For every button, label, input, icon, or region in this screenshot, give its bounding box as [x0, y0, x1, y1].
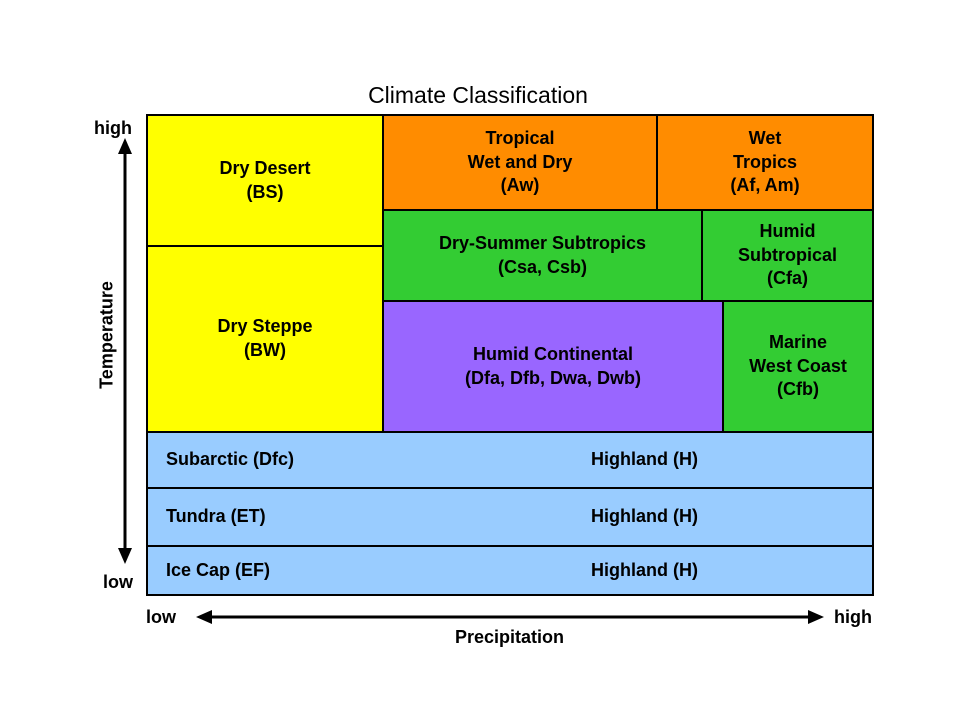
region-dry-desert-label: Dry Desert (BS) [219, 157, 311, 202]
row-ice-cap: Ice Cap (EF) Highland (H) [146, 545, 874, 596]
region-marine-west-coast-label: Marine West Coast (Cfb) [749, 331, 847, 400]
y-axis-low-label: low [103, 572, 133, 592]
region-dry-summer-subtropics-label: Dry-Summer Subtropics (Csa, Csb) [438, 232, 647, 277]
region-humid-continental: Humid Continental (Dfa, Dfb, Dwa, Dwb) [382, 300, 724, 433]
diagram-title: Climate Classification [368, 82, 588, 108]
y-axis-high-label: high [94, 118, 132, 138]
x-axis-low-label: low [146, 607, 176, 627]
precipitation-axis-arrow [196, 610, 824, 624]
region-dry-summer-subtropics: Dry-Summer Subtropics (Csa, Csb) [382, 209, 703, 302]
region-tropical-wet-dry-label: Tropical Wet and Dry (Aw) [467, 127, 573, 196]
region-dry-desert: Dry Desert (BS) [146, 114, 384, 247]
row-tundra: Tundra (ET) Highland (H) [146, 487, 874, 547]
x-axis-title: Precipitation [455, 627, 565, 647]
row-subarctic-label: Subarctic (Dfc) [166, 449, 295, 470]
region-humid-continental-label: Humid Continental (Dfa, Dfb, Dwa, Dwb) [465, 343, 641, 388]
region-marine-west-coast: Marine West Coast (Cfb) [722, 300, 874, 433]
region-dry-steppe: Dry Steppe (BW) [146, 245, 384, 433]
row-ice-cap-highland-label: Highland (H) [591, 559, 698, 580]
row-tundra-highland-label: Highland (H) [591, 506, 698, 527]
x-axis-high-label: high [834, 607, 872, 627]
region-wet-tropics-label: Wet Tropics (Af, Am) [730, 127, 800, 196]
row-tundra-label: Tundra (ET) [166, 506, 266, 527]
row-ice-cap-label: Ice Cap (EF) [166, 559, 271, 580]
region-dry-steppe-label: Dry Steppe (BW) [217, 316, 313, 360]
region-wet-tropics: Wet Tropics (Af, Am) [656, 114, 874, 211]
temperature-axis-arrow [118, 138, 132, 564]
region-tropical-wet-dry: Tropical Wet and Dry (Aw) [382, 114, 658, 211]
region-humid-subtropical-label: Humid Subtropical (Cfa) [737, 220, 837, 289]
y-axis-title: Temperature [96, 281, 117, 389]
row-subarctic-highland-label: Highland (H) [591, 449, 698, 470]
